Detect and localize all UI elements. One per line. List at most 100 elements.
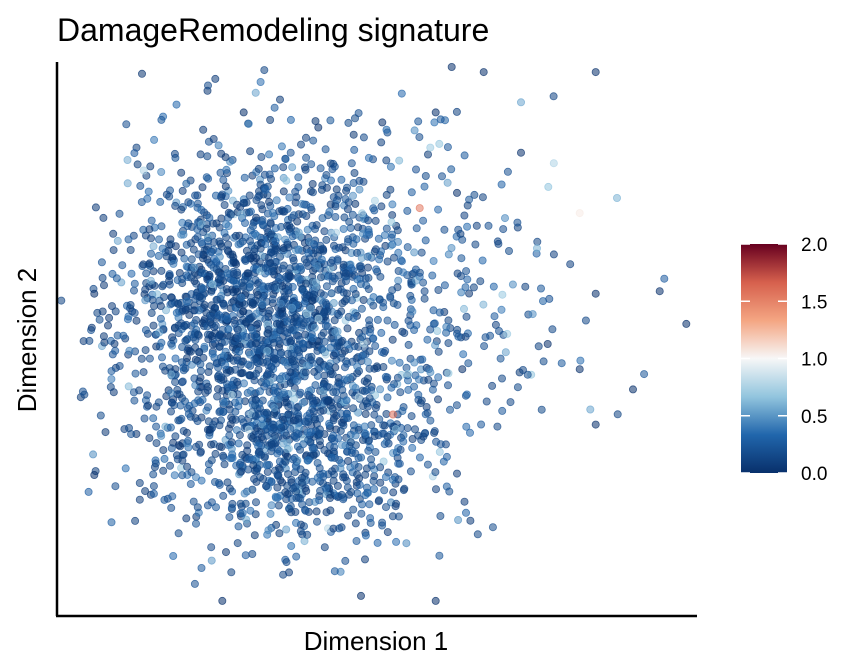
scatter-point [357, 509, 366, 518]
scatter-point [169, 552, 178, 561]
scatter-point [400, 328, 409, 337]
scatter-point [301, 330, 310, 339]
scatter-point [398, 406, 407, 415]
scatter-point [380, 231, 389, 240]
scatter-point [312, 517, 321, 526]
scatter-point [354, 462, 363, 471]
scatter-point [352, 537, 361, 546]
scatter-point [347, 296, 356, 305]
scatter-point [476, 277, 485, 286]
scatter-point [388, 240, 397, 249]
scatter-point [329, 351, 338, 360]
scatter-point [403, 243, 412, 252]
scatter-point [365, 316, 374, 325]
scatter-point [200, 208, 209, 217]
scatter-point [271, 354, 280, 363]
scatter-point [303, 530, 312, 539]
scatter-point [298, 398, 307, 407]
scatter-point [278, 281, 287, 290]
scatter-point [246, 226, 255, 235]
colorbar-tick-label: 1.0 [801, 350, 827, 371]
scatter-point [284, 410, 293, 419]
scatter-point [165, 461, 174, 470]
scatter-point [341, 556, 350, 565]
scatter-point [286, 424, 295, 433]
scatter-point [108, 302, 117, 311]
scatter-point [513, 383, 522, 392]
scatter-point [395, 156, 404, 165]
scatter-point [207, 456, 216, 465]
scatter-point [212, 295, 221, 304]
scatter-point [347, 159, 356, 168]
scatter-point [234, 522, 243, 531]
scatter-point [274, 336, 283, 345]
scatter-point [350, 168, 359, 177]
scatter-point [433, 395, 442, 404]
scatter-point [434, 373, 443, 382]
scatter-point [454, 516, 463, 525]
points-layer [57, 63, 691, 605]
scatter-point [273, 483, 282, 492]
scatter-point [410, 382, 419, 391]
scatter-point [232, 260, 241, 269]
scatter-point [186, 479, 195, 488]
scatter-point [381, 473, 390, 482]
scatter-point [195, 292, 204, 301]
scatter-point [167, 503, 176, 512]
scatter-point [283, 349, 292, 358]
scatter-point [228, 250, 237, 259]
scatter-point [586, 405, 595, 414]
scatter-point [369, 204, 378, 213]
scatter-point [295, 352, 304, 361]
scatter-point [497, 374, 506, 383]
scatter-point [252, 309, 261, 318]
scatter-point [265, 197, 274, 206]
scatter-point [364, 153, 373, 162]
scatter-point [211, 503, 220, 512]
scatter-point [304, 261, 313, 270]
scatter-point [221, 182, 230, 191]
scatter-point [183, 462, 192, 471]
scatter-point [337, 440, 346, 449]
scatter-point [285, 193, 294, 202]
scatter-point [528, 310, 537, 319]
scatter-point [130, 308, 139, 317]
scatter-point [177, 230, 186, 239]
scatter-point [225, 484, 234, 493]
scatter-point [263, 346, 272, 355]
scatter-point [149, 470, 158, 479]
scatter-point [123, 179, 132, 188]
scatter-point [408, 434, 417, 443]
scatter-point [289, 211, 298, 220]
scatter-point [262, 371, 271, 380]
scatter-point [156, 302, 165, 311]
scatter-point [382, 224, 391, 233]
scatter-point [211, 191, 220, 200]
scatter-point [198, 183, 207, 192]
scatter-point [325, 207, 334, 216]
scatter-point [339, 470, 348, 479]
scatter-point [557, 359, 566, 368]
scatter-point [410, 425, 419, 434]
scatter-point [318, 344, 327, 353]
scatter-point [390, 320, 399, 329]
scatter-point [355, 185, 364, 194]
scatter-point [220, 200, 229, 209]
scatter-point [549, 92, 558, 101]
scatter-point [371, 447, 380, 456]
scatter-point [380, 486, 389, 495]
scatter-point [183, 221, 192, 230]
scatter-point [149, 414, 158, 423]
scatter-point [148, 295, 157, 304]
scatter-point [168, 333, 177, 342]
scatter-point [266, 509, 275, 518]
scatter-point [462, 267, 471, 276]
scatter-point [145, 434, 154, 443]
scatter-point [433, 326, 442, 335]
scatter-point [463, 222, 472, 231]
scatter-point [262, 424, 271, 433]
scatter-point [523, 370, 532, 379]
scatter-point [168, 492, 177, 501]
scatter-point [196, 150, 205, 159]
scatter-point [309, 290, 318, 299]
